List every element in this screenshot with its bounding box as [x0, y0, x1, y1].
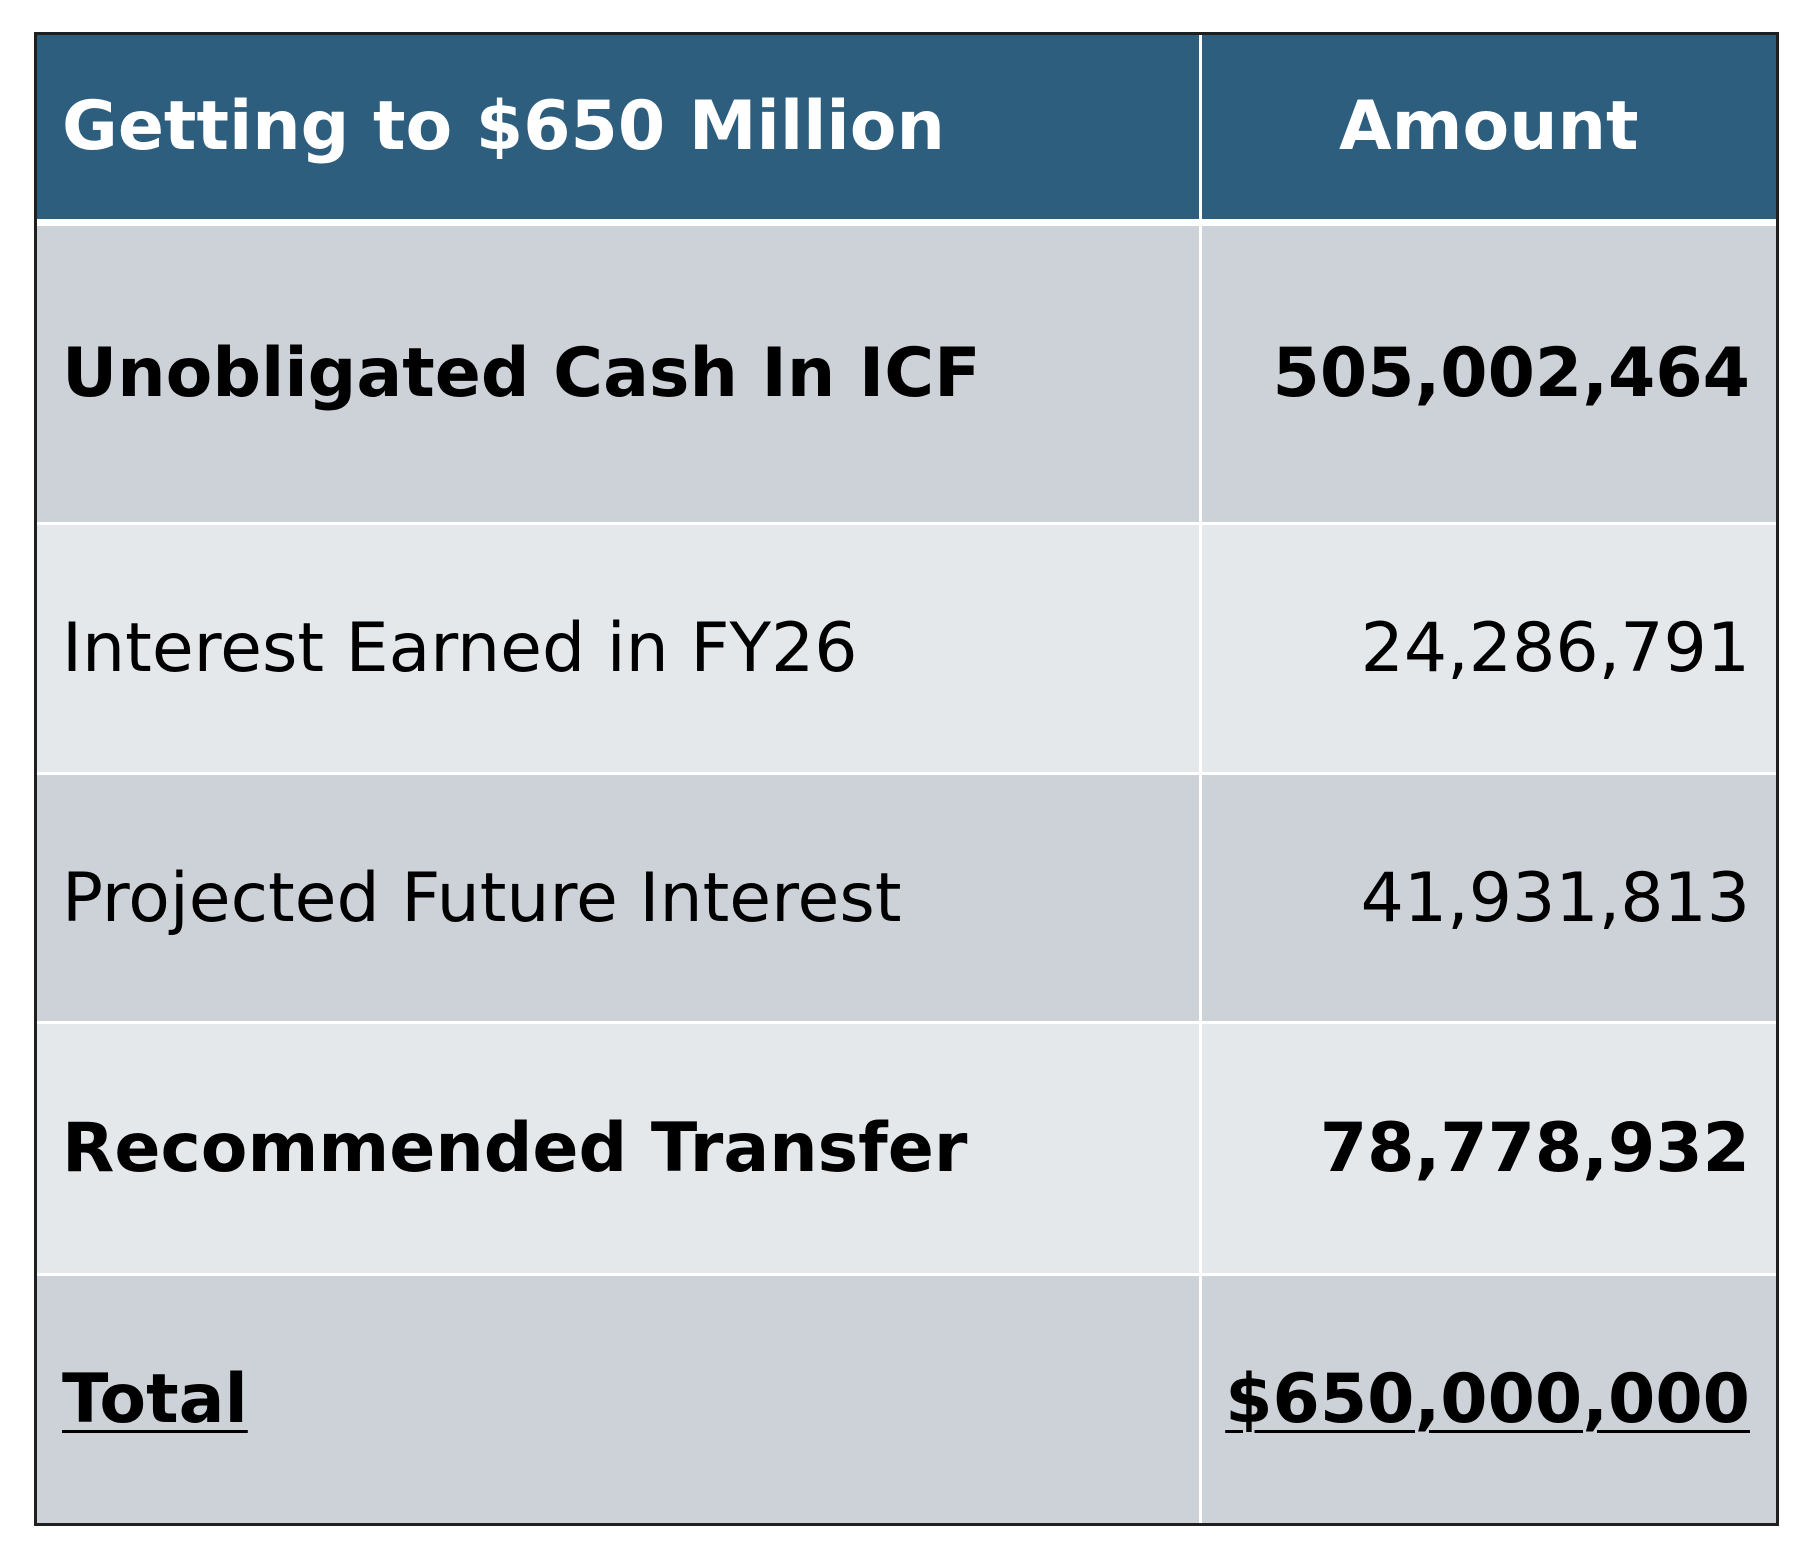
total-label-cell: Total — [37, 1274, 1202, 1523]
table-row: Projected Future Interest 41,931,813 — [37, 773, 1776, 1024]
row-amount: 41,931,813 — [1200, 773, 1776, 1024]
header-label-cell: Getting to $650 Million — [37, 35, 1202, 226]
table-row: Unobligated Cash In ICF 505,002,464 — [37, 222, 1776, 526]
header-amount-cell: Amount — [1200, 35, 1776, 226]
table-row: Interest Earned in FY26 24,286,791 — [37, 523, 1776, 776]
row-amount: 24,286,791 — [1200, 523, 1776, 776]
table-row: Recommended Transfer 78,778,932 — [37, 1022, 1776, 1276]
total-amount-cell: $650,000,000 — [1200, 1274, 1776, 1523]
table-header-row: Getting to $650 Million Amount — [37, 35, 1776, 226]
row-label: Unobligated Cash In ICF — [37, 222, 1202, 526]
funding-table-grid: Getting to $650 Million Amount Unobligat… — [37, 35, 1776, 1523]
row-label: Projected Future Interest — [37, 773, 1202, 1024]
funding-table: Getting to $650 Million Amount Unobligat… — [34, 32, 1779, 1526]
row-amount: 78,778,932 — [1200, 1022, 1776, 1276]
total-label: Total — [62, 1359, 248, 1439]
row-amount: 505,002,464 — [1200, 222, 1776, 526]
row-label: Recommended Transfer — [37, 1022, 1202, 1276]
row-label: Interest Earned in FY26 — [37, 523, 1202, 776]
total-amount: $650,000,000 — [1225, 1359, 1750, 1439]
total-row: Total $650,000,000 — [37, 1274, 1776, 1523]
